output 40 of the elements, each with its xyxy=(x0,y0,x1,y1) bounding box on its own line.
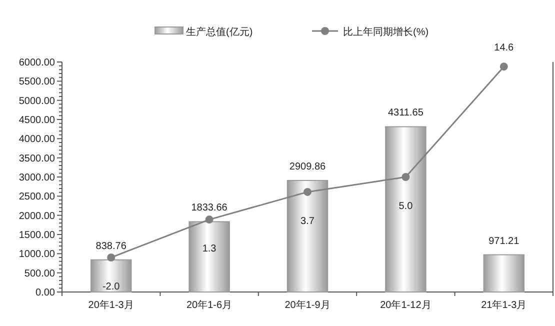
x-tick-label: 20年1-6月 xyxy=(186,299,232,311)
y-tick-label: 1000.00 xyxy=(18,249,56,260)
y-tick-label: 500.00 xyxy=(24,268,56,280)
bar xyxy=(385,126,426,292)
point xyxy=(304,188,312,196)
point xyxy=(500,62,508,71)
x-tick-label: 20年1-3月 xyxy=(88,299,134,311)
data-label: 838.76 xyxy=(96,240,127,252)
data-label: 4311.65 xyxy=(388,108,424,119)
x-tick-label: 21年1-3月 xyxy=(481,299,527,311)
x-tick-label: 20年1-9月 xyxy=(284,299,330,311)
data-label: 3.7 xyxy=(300,216,315,227)
data-label: -2.0 xyxy=(102,282,120,292)
legend-label: 生产总值(亿元) xyxy=(186,26,253,38)
data-label: 971.21 xyxy=(488,236,520,247)
point xyxy=(402,173,410,181)
y-tick-label: 1500.00 xyxy=(18,230,56,241)
y-tick-label: 2500.00 xyxy=(18,192,56,203)
y-tick-label: 4500.00 xyxy=(18,115,56,126)
y-tick-label: 6000.00 xyxy=(18,58,56,68)
legend-label: 比上年同期增长(%) xyxy=(343,26,429,38)
bar xyxy=(188,221,230,292)
y-tick-label: 5000.00 xyxy=(18,96,56,107)
y-tick-label: 2000.00 xyxy=(18,210,56,222)
bar xyxy=(286,180,328,292)
y-tick-label: 3500.00 xyxy=(18,153,56,164)
bar xyxy=(483,254,525,292)
data-label: 14.6 xyxy=(494,42,514,54)
data-label: 5.0 xyxy=(398,201,414,212)
y-tick-label: 4000.00 xyxy=(18,134,56,146)
data-label: 1833.66 xyxy=(191,202,228,214)
y-tick-label: 0.00 xyxy=(36,288,56,298)
y-tick-label: 3000.00 xyxy=(18,172,56,184)
data-label: 1.3 xyxy=(202,244,217,255)
point xyxy=(205,216,214,224)
data-label: 2909.86 xyxy=(289,161,326,172)
x-tick-label: 20年1-12月 xyxy=(380,299,432,311)
bar xyxy=(90,259,132,292)
y-tick-label: 5500.00 xyxy=(18,76,56,88)
point xyxy=(107,254,116,262)
